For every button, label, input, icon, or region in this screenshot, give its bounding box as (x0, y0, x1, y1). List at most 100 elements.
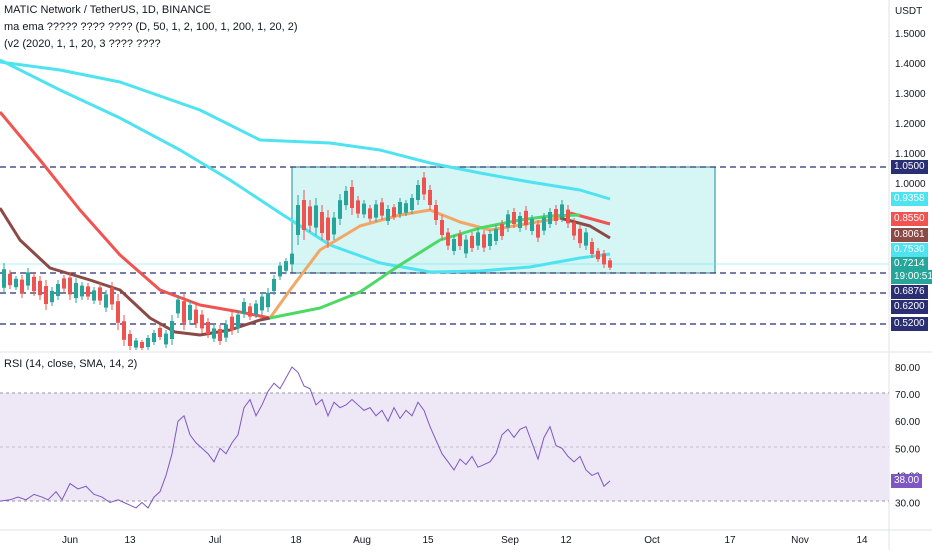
candle-body-59 (356, 200, 360, 214)
price-tick-label: 1.3000 (895, 89, 926, 100)
rsi-line (0, 366, 611, 509)
candle-body-40 (242, 302, 246, 314)
candle-body-84 (506, 214, 510, 228)
candle-body-11 (68, 277, 72, 295)
price-badge-0-6876: 0.6876 (891, 285, 928, 299)
candle-body-25 (152, 333, 156, 342)
time-tick-label: 15 (422, 535, 434, 546)
candle-body-73 (440, 220, 444, 235)
ma-indicator-legend[interactable]: ma ema ????? ???? ???? (D, 50, 1, 2, 100… (4, 21, 298, 33)
candle-body-71 (428, 190, 432, 205)
candle-body-5 (32, 276, 36, 292)
candle-body-13 (80, 285, 84, 297)
rsi-tick-label: 80.00 (895, 363, 920, 374)
candle-body-91 (548, 212, 552, 224)
price-tick-label: 1.5000 (895, 29, 926, 40)
rsi-tick-label: 70.00 (895, 390, 920, 401)
price-tick-label: 1.2000 (895, 119, 926, 130)
candle-body-45 (272, 279, 276, 291)
price-tick-label: 1.0000 (895, 179, 926, 190)
candle-body-68 (410, 198, 414, 210)
candle-body-62 (374, 204, 378, 218)
candle-body-70 (422, 177, 426, 195)
candle-body-23 (140, 342, 144, 348)
candle-body-32 (194, 309, 198, 324)
price-badge-countdown: 19:00:51 (891, 270, 932, 284)
candle-body-66 (398, 202, 402, 214)
candle-body-14 (86, 286, 90, 297)
rsi-legend[interactable]: RSI (14, close, SMA, 14, 2) (4, 358, 138, 370)
candle-body-95 (572, 222, 576, 236)
candle-body-85 (512, 212, 516, 224)
candle-body-99 (596, 250, 600, 260)
candle-body-52 (314, 205, 318, 228)
candle-body-2 (14, 278, 18, 288)
time-tick-label: 18 (290, 535, 302, 546)
candle-body-46 (278, 265, 282, 277)
candle-body-8 (50, 290, 54, 303)
candle-body-39 (236, 314, 240, 329)
candle-body-90 (542, 217, 546, 231)
candle-body-80 (482, 234, 486, 248)
candle-body-18 (110, 287, 114, 305)
price-badge-0-52: 0.5200 (891, 317, 928, 331)
time-tick-label: Oct (644, 535, 660, 546)
candle-body-53 (320, 212, 324, 233)
candle-body-35 (212, 328, 216, 339)
candle-body-64 (386, 209, 390, 221)
candle-body-17 (104, 294, 108, 308)
candle-body-63 (380, 202, 384, 216)
candle-body-21 (128, 334, 132, 346)
candle-body-16 (98, 287, 102, 301)
rsi-value-badge: 38.00 (891, 473, 923, 488)
price-badge-ema-cyan: 0.7530 (891, 243, 928, 257)
candle-body-89 (536, 224, 540, 238)
candle-body-76 (458, 234, 462, 246)
ma-brown-line (0, 207, 271, 337)
candle-body-10 (62, 278, 66, 289)
candle-body-38 (230, 316, 234, 331)
candle-body-0 (2, 269, 6, 288)
candle-body-26 (158, 328, 162, 337)
ema-orange-line (268, 208, 561, 319)
price-badge-last: 0.7214 (891, 257, 928, 271)
rsi-tick-label: 60.00 (895, 417, 920, 428)
candle-body-79 (476, 232, 480, 246)
candle-body-72 (434, 205, 438, 220)
price-badge-ma-red: 0.8550 (891, 212, 928, 226)
candle-body-27 (164, 333, 168, 345)
candle-body-3 (20, 279, 24, 294)
candle-body-31 (188, 305, 192, 320)
time-tick-label: 13 (124, 535, 136, 546)
range-box (291, 166, 716, 274)
candle-body-7 (44, 286, 48, 304)
second-indicator-legend[interactable]: (v2 (2020, 1, 1, 20, 3 ???? ???? (4, 38, 161, 50)
candle-body-6 (38, 280, 42, 296)
ma-cyan-200 (0, 60, 611, 201)
price-badge-ma-cyan: 0.9358 (891, 192, 928, 206)
candle-body-93 (560, 204, 564, 218)
candle-body-28 (170, 321, 174, 339)
candle-body-57 (344, 190, 348, 206)
candle-body-77 (464, 239, 468, 254)
candle-body-75 (452, 239, 456, 251)
time-tick-label: Jun (62, 535, 78, 546)
candle-body-60 (362, 203, 366, 215)
price-badge-ma-brown: 0.8061 (891, 228, 928, 242)
symbol-legend[interactable]: MATIC Network / TetherUS, 1D, BINANCE (4, 4, 211, 16)
price-tick-label: 1.1000 (895, 149, 926, 160)
candle-body-58 (350, 187, 354, 208)
candle-body-20 (122, 321, 126, 340)
candle-body-37 (224, 324, 228, 338)
ma-red-line (0, 111, 271, 320)
candle-body-48 (290, 253, 294, 265)
price-badge-1-05: 1.0500 (891, 160, 928, 174)
candle-body-12 (74, 283, 78, 298)
candle-body-100 (602, 253, 606, 265)
candle-body-41 (248, 306, 252, 317)
time-tick-label: 17 (724, 535, 736, 546)
candle-body-36 (218, 329, 222, 341)
price-axis-currency: USDT (895, 6, 922, 17)
